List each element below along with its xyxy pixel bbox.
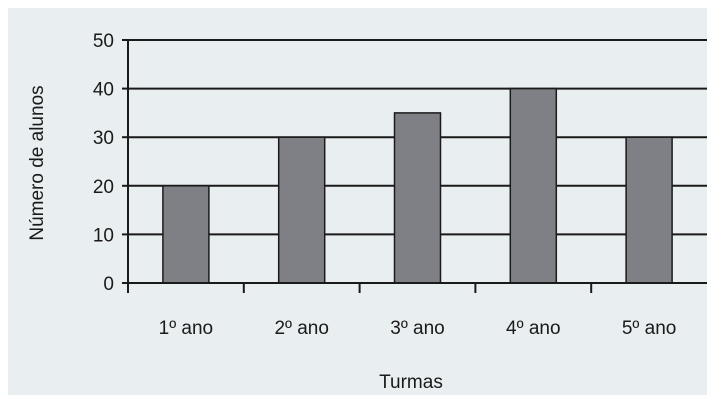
x-axis-title: Turmas	[379, 372, 443, 393]
y-axis-title: Número de alunos	[27, 85, 48, 240]
y-tick-label: 0	[103, 274, 114, 295]
x-tick-label: 3º ano	[390, 318, 445, 339]
y-tick-label: 40	[93, 80, 114, 101]
y-tick-labels: 0 10 20 30 40 50	[93, 31, 114, 295]
x-tick-labels: 1º ano 2º ano 3º ano 4º ano 5º ano	[159, 318, 677, 339]
bar	[277, 136, 326, 284]
x-tick-label: 4º ano	[506, 318, 561, 339]
bar	[162, 185, 210, 284]
bar	[509, 87, 558, 284]
bar	[625, 136, 673, 284]
bar	[393, 112, 442, 284]
axes	[122, 39, 707, 293]
y-tick-label: 10	[93, 225, 114, 246]
y-tick-label: 20	[93, 177, 114, 198]
y-tick-label: 30	[93, 128, 114, 149]
y-tick-label: 50	[93, 31, 114, 52]
x-tick-label: 5º ano	[622, 318, 677, 339]
chart-background	[8, 8, 707, 395]
x-tick-label: 2º ano	[274, 318, 329, 339]
bars	[162, 87, 673, 284]
x-tick-label: 1º ano	[159, 318, 214, 339]
